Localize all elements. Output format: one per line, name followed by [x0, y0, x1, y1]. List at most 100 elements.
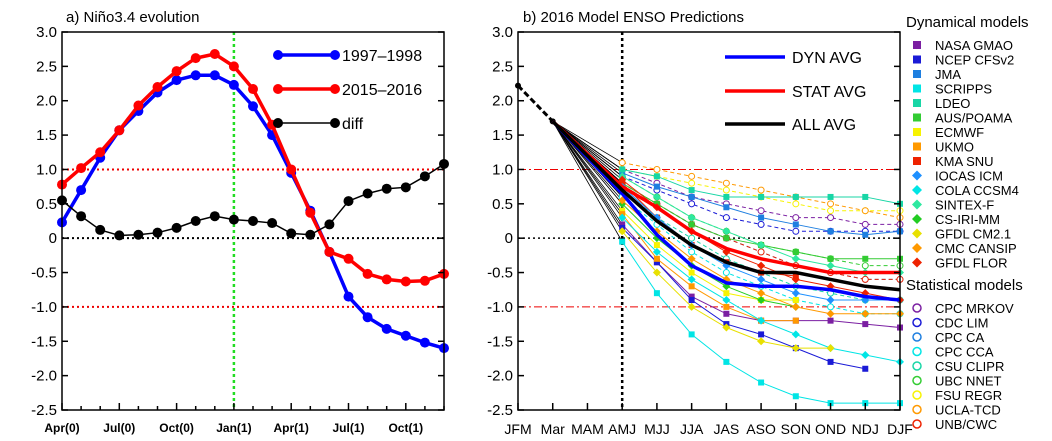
legend-label-gfdl-flor: GFDL FLOR: [935, 256, 1007, 271]
legend-marker-ucla-tcd: [912, 404, 922, 415]
panel-b-title: b) 2016 Model ENSO Predictions: [523, 9, 744, 26]
legend-label-unb-cwc: UNB/CWC: [935, 417, 997, 432]
legend-marker-csu-clipr: [912, 361, 922, 371]
y-tick-label: -1.5: [31, 333, 57, 350]
average-line-dyn-avg: [551, 120, 901, 302]
y-tick-label: -0.5: [487, 265, 513, 282]
marker-scripps-4: [758, 379, 765, 386]
legend-label-aus-poama: AUS/POAMA: [935, 111, 1013, 126]
legend-label-ncep-cfsv2: NCEP CFSv2: [935, 53, 1014, 68]
marker-jma-2: [688, 193, 695, 200]
legend-marker-2015-2016: [330, 84, 340, 94]
point-diff-8: [209, 211, 220, 222]
legend-marker-cola-ccsm4: [912, 185, 922, 195]
legend-marker-gfdl-flor: [912, 257, 922, 268]
y-tick-label: 1.5: [492, 127, 513, 144]
point-2015-2016-9: [228, 61, 239, 72]
marker-cmc-cansip-5: [791, 302, 800, 311]
marker-cpc-cca-2: [688, 248, 696, 256]
marker-cdc-lim-4: [757, 220, 765, 228]
marker-fsu-regr-6: [827, 207, 835, 215]
point-1997-1998-9: [228, 79, 239, 90]
marker-ldeo-3: [723, 193, 730, 200]
marker-ucla-tcd-6: [827, 200, 835, 208]
legend-label-cpc-mrkov: CPC MRKOV: [935, 301, 1014, 316]
point-2015-2016-10: [248, 84, 258, 95]
point-2015-2016-19: [419, 275, 430, 286]
marker-aus-poama-7: [862, 255, 869, 262]
point-2015-2016-16: [362, 268, 373, 279]
marker-ldeo-5: [792, 193, 799, 200]
legend-marker-jma: [913, 70, 921, 78]
y-tick-label: -2.5: [487, 402, 513, 419]
legend-marker-ukmo: [913, 142, 921, 151]
marker-jma-3: [723, 204, 730, 211]
y-tick-label: -0.5: [31, 265, 57, 282]
x-tick-label: JAS: [714, 421, 740, 437]
y-tick-label: 2.0: [492, 93, 513, 110]
model-line-ncep-cfsv2: [621, 227, 866, 370]
marker-ecmwf-1: [653, 242, 660, 249]
marker-aus-poama-6: [827, 255, 834, 262]
marker-gfdl-cm2-1-1: [652, 268, 661, 277]
panel-b-series: [515, 82, 904, 407]
marker-sintex-f-3: [722, 227, 731, 236]
panel-b-legend: DYN AVG STAT AVG ALL AVG: [725, 50, 866, 134]
point-diff-19: [419, 171, 430, 182]
legend-label-cpc-cca: CPC CCA: [935, 345, 994, 360]
point-2015-2016-14: [324, 246, 335, 257]
legend-marker-ldeo: [913, 99, 921, 107]
legend-marker-diff: [273, 118, 283, 128]
point-diff-15: [343, 196, 354, 207]
marker-ecmwf-3: [723, 290, 730, 297]
marker-aus-poama-2: [688, 221, 695, 228]
average-line-all-avg: [551, 120, 901, 292]
x-tick-label: NDJ: [852, 421, 879, 437]
x-tick-label: MAM: [571, 421, 604, 437]
marker-ncep-cfsv2-1: [653, 259, 660, 266]
point-2015-2016-18: [400, 276, 411, 287]
marker-cpc-mrkov-7: [861, 220, 869, 228]
marker-ncep-cfsv2-2: [688, 297, 695, 304]
x-tick-label: OND: [815, 421, 846, 437]
marker-sintex-f-5: [791, 254, 800, 263]
marker-ldeo-0: [619, 166, 626, 173]
fan-line-fsu-regr: [552, 121, 623, 170]
panel-a-title: a) Niño3.4 evolution: [66, 9, 199, 26]
marker-scripps-3: [723, 358, 730, 365]
legend-marker-cpc-ca: [912, 332, 922, 342]
marker-scripps-2: [688, 331, 695, 338]
legend-label-1997-1998: 1997–1998: [342, 48, 422, 65]
panel-b-axes: 3.0 2.5 2.0 1.5 1.0 0.5 0 -0.5 -1.0 -1.5 -2.0 -2.5 J…: [487, 24, 913, 437]
legend-marker-ecmwf: [913, 128, 921, 136]
x-tick-label: Oct(1): [388, 421, 423, 435]
point-diff-18: [400, 182, 411, 193]
observed-line: [516, 84, 554, 123]
marker-ucla-tcd-0: [618, 159, 626, 167]
marker-ukmo-1: [653, 255, 660, 262]
marker-cmc-cansip-6: [826, 309, 835, 318]
legend-label-csu-clipr: CSU CLIPR: [935, 359, 1004, 374]
legend-marker-iocas-icm: [912, 170, 922, 181]
marker-cdc-lim-5: [792, 227, 800, 235]
legend-marker-cdc-lim: [912, 317, 922, 328]
marker-ncep-cfsv2-6: [827, 358, 834, 365]
fan-line-ucla-tcd: [552, 121, 623, 163]
point-diff-5: [152, 227, 163, 238]
x-tick-label: Mar: [541, 421, 565, 437]
panel-b-frame: [517, 31, 901, 411]
point-1997-1998-7: [190, 70, 201, 81]
model-line-ukmo: [621, 213, 796, 322]
marker-ucla-tcd-7: [861, 207, 869, 215]
marker-nasa-gmao-3: [723, 310, 730, 317]
legend-marker-unb-cwc: [912, 419, 922, 429]
marker-iocas-icm-5: [791, 289, 800, 298]
marker-cmc-cansip-7: [861, 309, 870, 318]
y-tick-label: 1.0: [36, 161, 57, 178]
point-2015-2016-2: [95, 147, 106, 158]
y-tick-label: 3.0: [36, 24, 57, 41]
model-line-ecmwf: [621, 210, 796, 301]
marker-cdc-lim-3: [722, 214, 730, 222]
